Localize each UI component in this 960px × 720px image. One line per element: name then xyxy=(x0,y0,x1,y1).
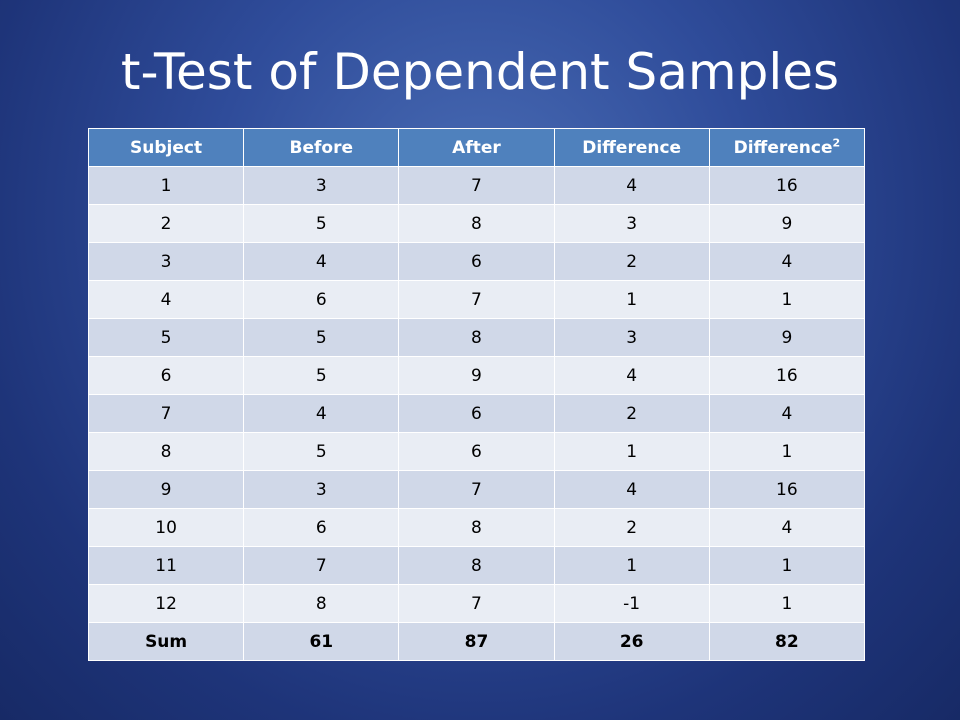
cell-difference-squared: 4 xyxy=(708,394,866,433)
cell-after: 8 xyxy=(398,546,555,585)
table-row: 1 3 7 4 16 xyxy=(87,166,866,205)
cell-before: 3 xyxy=(243,166,400,205)
cell-after: 8 xyxy=(398,204,555,243)
cell-after: 8 xyxy=(398,508,555,547)
header-before: Before xyxy=(243,128,400,167)
cell-difference: 1 xyxy=(553,432,710,471)
cell-difference-squared: 16 xyxy=(708,470,866,509)
cell-before: 4 xyxy=(243,242,400,281)
cell-after: 6 xyxy=(398,242,555,281)
sum-label: Sum xyxy=(87,622,245,661)
cell-before: 5 xyxy=(243,356,400,395)
cell-difference: 4 xyxy=(553,470,710,509)
cell-difference-squared: 9 xyxy=(708,318,866,357)
cell-before: 8 xyxy=(243,584,400,623)
cell-difference: 4 xyxy=(553,356,710,395)
cell-subject: 12 xyxy=(87,584,245,623)
header-difference-squared-label: Difference xyxy=(733,137,833,158)
cell-before: 6 xyxy=(243,280,400,319)
cell-subject: 5 xyxy=(87,318,245,357)
header-difference: Difference xyxy=(553,128,710,167)
data-table: Subject Before After Difference Differen… xyxy=(87,128,866,661)
cell-subject: 4 xyxy=(87,280,245,319)
cell-after: 8 xyxy=(398,318,555,357)
cell-before: 6 xyxy=(243,508,400,547)
header-row: Subject Before After Difference Differen… xyxy=(87,128,866,167)
cell-difference: -1 xyxy=(553,584,710,623)
table-row: 6 5 9 4 16 xyxy=(87,356,866,395)
table-row: 10 6 8 2 4 xyxy=(87,508,866,547)
cell-after: 7 xyxy=(398,470,555,509)
cell-subject: 8 xyxy=(87,432,245,471)
cell-after: 6 xyxy=(398,432,555,471)
cell-after: 9 xyxy=(398,356,555,395)
sum-after: 87 xyxy=(398,622,555,661)
cell-difference-squared: 1 xyxy=(708,432,866,471)
cell-difference: 2 xyxy=(553,242,710,281)
cell-subject: 6 xyxy=(87,356,245,395)
sum-difference: 26 xyxy=(553,622,710,661)
cell-subject: 9 xyxy=(87,470,245,509)
sum-row: Sum 61 87 26 82 xyxy=(87,622,866,661)
cell-subject: 7 xyxy=(87,394,245,433)
cell-subject: 10 xyxy=(87,508,245,547)
cell-difference: 1 xyxy=(553,280,710,319)
cell-difference: 4 xyxy=(553,166,710,205)
cell-difference: 3 xyxy=(553,318,710,357)
cell-difference-squared: 4 xyxy=(708,242,866,281)
cell-before: 7 xyxy=(243,546,400,585)
cell-difference-squared: 4 xyxy=(708,508,866,547)
sum-difference-squared: 82 xyxy=(708,622,866,661)
cell-difference: 3 xyxy=(553,204,710,243)
cell-after: 7 xyxy=(398,280,555,319)
cell-difference-squared: 1 xyxy=(708,280,866,319)
cell-after: 7 xyxy=(398,166,555,205)
slide-title: t-Test of Dependent Samples xyxy=(120,43,840,101)
cell-before: 4 xyxy=(243,394,400,433)
cell-difference-squared: 9 xyxy=(708,204,866,243)
cell-after: 6 xyxy=(398,394,555,433)
cell-before: 5 xyxy=(243,204,400,243)
cell-subject: 11 xyxy=(87,546,245,585)
cell-before: 5 xyxy=(243,318,400,357)
header-after: After xyxy=(398,128,555,167)
sum-before: 61 xyxy=(243,622,400,661)
cell-subject: 1 xyxy=(87,166,245,205)
cell-subject: 2 xyxy=(87,204,245,243)
cell-before: 3 xyxy=(243,470,400,509)
table-row: 9 3 7 4 16 xyxy=(87,470,866,509)
cell-difference-squared: 1 xyxy=(708,546,866,585)
cell-difference-squared: 16 xyxy=(708,356,866,395)
table-row: 12 8 7 -1 1 xyxy=(87,584,866,623)
cell-difference-squared: 1 xyxy=(708,584,866,623)
cell-difference: 2 xyxy=(553,394,710,433)
cell-difference-squared: 16 xyxy=(708,166,866,205)
cell-before: 5 xyxy=(243,432,400,471)
header-difference-squared: Difference2 xyxy=(708,128,866,167)
cell-difference: 1 xyxy=(553,546,710,585)
table-row: 11 7 8 1 1 xyxy=(87,546,866,585)
table-body: 1 3 7 4 16 2 5 8 3 9 3 4 6 2 4 4 6 7 1 1 5 5 8 3 9 6 5 9 4 16 7 4 6 2 4 8 5 6… xyxy=(87,166,866,623)
cell-difference: 2 xyxy=(553,508,710,547)
cell-after: 7 xyxy=(398,584,555,623)
header-subject: Subject xyxy=(87,128,245,167)
cell-subject: 3 xyxy=(87,242,245,281)
header-superscript: 2 xyxy=(832,135,841,149)
